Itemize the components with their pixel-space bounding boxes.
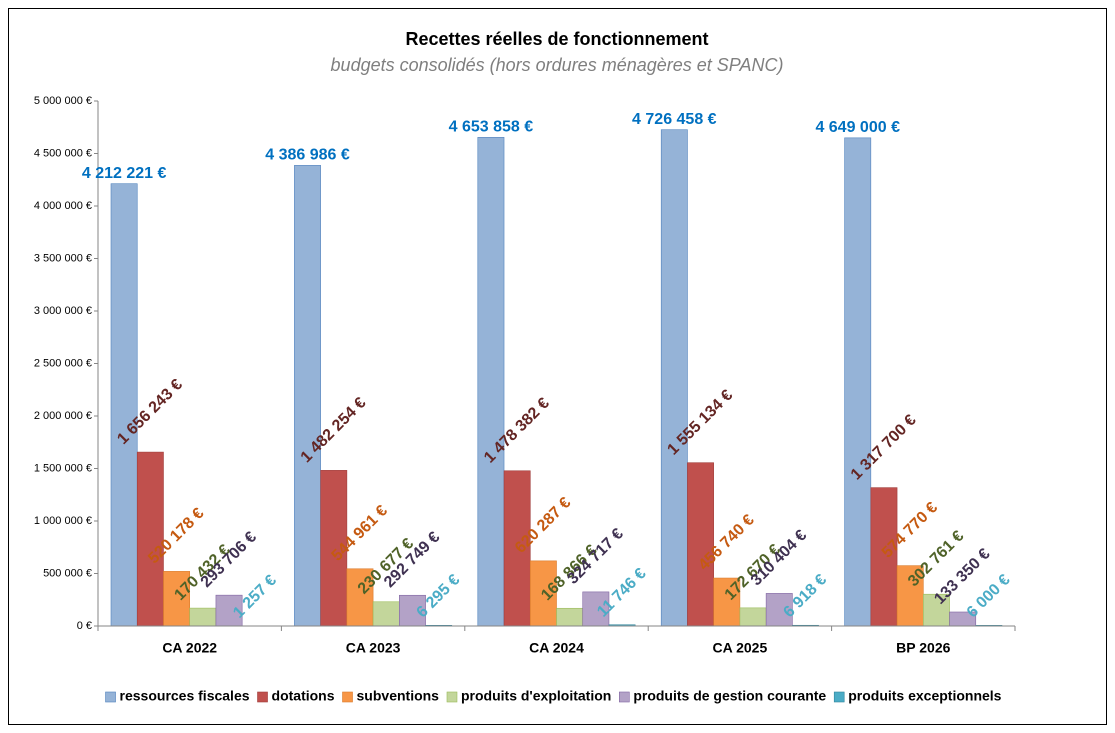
legend-swatch: [342, 691, 353, 703]
bar: [870, 487, 898, 627]
legend-swatch: [105, 691, 116, 703]
legend-swatch: [257, 691, 268, 703]
bar: [372, 601, 400, 627]
bar: [477, 137, 505, 627]
y-tick-label: 1 000 000 €: [34, 515, 92, 527]
bar: [582, 591, 610, 627]
data-label: 4 649 000 €: [815, 119, 900, 136]
data-label: 4 212 221 €: [82, 165, 167, 182]
bar: [765, 593, 793, 627]
y-tick-label: 3 000 000 €: [34, 305, 92, 317]
bar: [713, 577, 741, 627]
y-tick-label: 3 500 000 €: [34, 252, 92, 264]
y-tick-label: 2 500 000 €: [34, 357, 92, 369]
x-tick-label: BP 2026: [896, 640, 950, 656]
bar: [294, 165, 321, 627]
bar: [215, 594, 243, 627]
data-label: 4 653 858 €: [449, 119, 534, 136]
bar: [136, 451, 164, 627]
legend-label: subventions: [357, 688, 440, 704]
bar: [346, 568, 374, 627]
legend-label: produits d'exploitation: [461, 688, 611, 704]
y-tick-label: 500 000 €: [43, 567, 92, 579]
bar: [503, 470, 531, 627]
legend-swatch: [833, 691, 845, 703]
bar: [687, 462, 714, 627]
chart-title: Recettes réelles de fonctionnement: [405, 29, 708, 49]
y-tick-label: 1 500 000 €: [34, 462, 92, 474]
data-label: 4 726 458 €: [632, 111, 717, 128]
bar: [399, 594, 426, 627]
legend-label: produits de gestion courante: [633, 688, 826, 704]
x-tick-label: CA 2024: [529, 640, 584, 656]
y-tick-label: 2 000 000 €: [34, 410, 92, 422]
bar: [163, 571, 190, 627]
y-tick-label: 5 000 000 €: [34, 95, 92, 107]
y-tick-label: 4 500 000 €: [34, 147, 92, 159]
legend-label: ressources fiscales: [120, 688, 250, 704]
chart-subtitle: budgets consolidés (hors ordures ménagèr…: [331, 55, 784, 75]
bar: [189, 607, 217, 627]
bar: [739, 607, 767, 627]
legend-label: produits exceptionnels: [848, 688, 1001, 704]
bar: [556, 607, 584, 627]
bar: [110, 183, 138, 627]
legend-label: dotations: [272, 688, 335, 704]
x-tick-label: CA 2022: [162, 640, 217, 656]
bar: [529, 560, 557, 627]
legend-swatch: [619, 691, 630, 703]
data-label: 4 386 986 €: [265, 147, 350, 164]
y-tick-label: 4 000 000 €: [34, 200, 92, 212]
x-tick-label: CA 2023: [346, 640, 401, 656]
bar: [660, 129, 688, 627]
bar: [844, 137, 872, 627]
y-tick-label: 0 €: [77, 620, 92, 632]
x-tick-label: CA 2025: [713, 640, 768, 656]
legend-swatch: [446, 691, 458, 703]
